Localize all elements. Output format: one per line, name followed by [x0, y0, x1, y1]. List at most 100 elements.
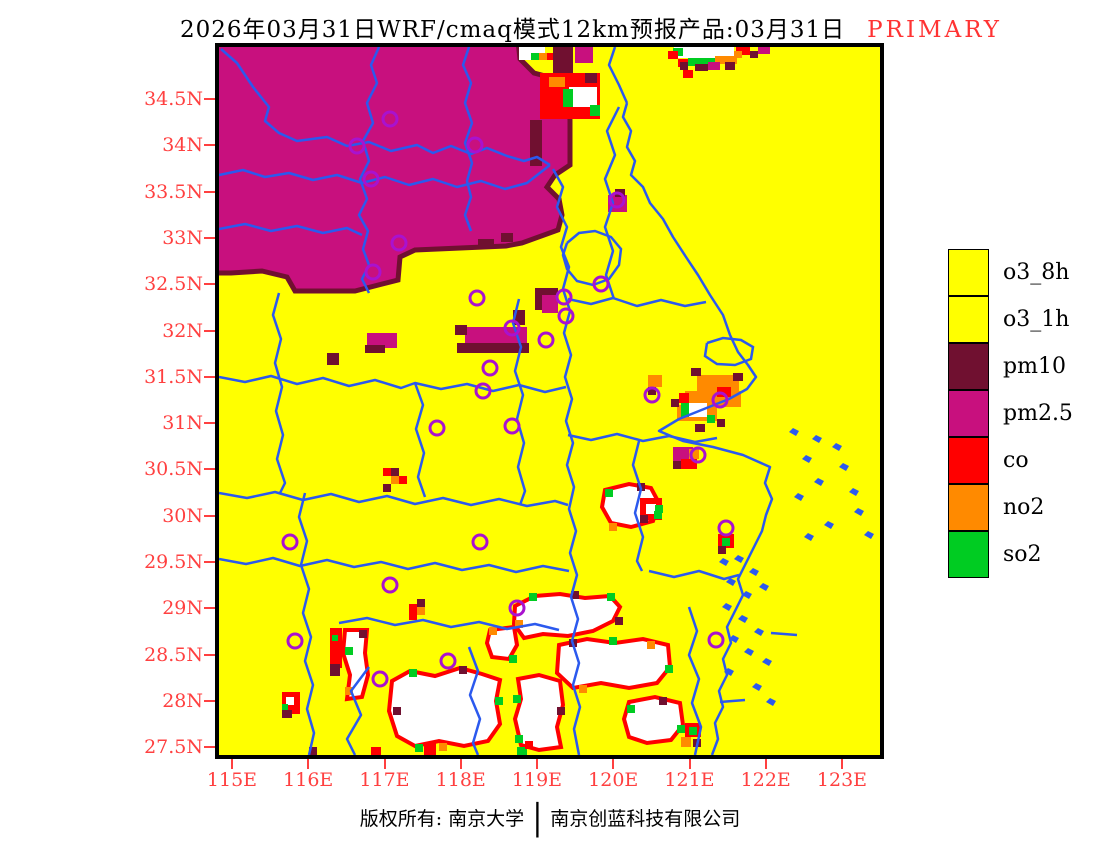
grid-cell-green — [515, 735, 523, 743]
grid-cell-magenta — [708, 62, 720, 70]
lon-tick-mark — [841, 759, 843, 769]
admin-boundary-line — [603, 106, 621, 300]
lat-tick-label: 28N — [162, 689, 203, 712]
city-marker-ring — [390, 234, 408, 252]
island-mark — [738, 615, 748, 623]
legend-item-o3_8h: o3_8h — [948, 248, 1073, 296]
island-mark — [726, 578, 736, 586]
grid-cell-green — [415, 744, 423, 752]
grid-cell-red — [409, 604, 417, 620]
city-marker-ring — [466, 136, 484, 154]
admin-boundary-line — [271, 292, 287, 494]
grid-cell-white — [569, 87, 597, 107]
grid-cell-orange — [734, 51, 742, 58]
grid-cell-darkred — [478, 239, 494, 249]
grid-cell-magenta — [367, 333, 397, 348]
lat-tick-label: 32N — [162, 319, 203, 342]
grid-cell-green — [590, 105, 600, 116]
grid-cell-green — [563, 89, 573, 107]
island-mark — [734, 555, 744, 563]
grid-cell-darkred — [671, 399, 679, 407]
lat-tick-mark — [204, 468, 215, 471]
lat-tick-label: 28.5N — [144, 643, 203, 666]
legend-swatch-so2 — [948, 530, 989, 578]
lat-tick-label: 31N — [162, 412, 203, 435]
city-marker-ring — [481, 359, 499, 377]
city-marker-ring — [508, 599, 526, 617]
city-marker-ring — [503, 417, 521, 435]
island-mark — [854, 508, 864, 516]
lon-tick-label: 121E — [664, 769, 715, 791]
grid-cell-green — [722, 538, 730, 546]
island-mark — [849, 488, 859, 496]
legend-swatch-pm10 — [948, 342, 989, 390]
city-marker-ring — [439, 652, 457, 670]
copyright-footer: 版权所有: 南京大学 │ 南京创蓝科技有限公司 — [0, 803, 1100, 838]
admin-boundary-line — [219, 490, 569, 508]
city-marker-ring — [471, 533, 489, 551]
lake-outline — [561, 229, 623, 287]
legend-swatch-co — [948, 436, 989, 484]
legend-item-o3_1h: o3_1h — [948, 295, 1073, 343]
lon-tick-label: 119E — [511, 769, 563, 791]
legend-label: o3_1h — [1003, 307, 1070, 332]
lon-tick-label: 120E — [588, 769, 639, 791]
lat-tick-mark — [204, 236, 215, 239]
lat-tick-mark — [204, 190, 215, 193]
grid-cell-darkred — [455, 325, 467, 335]
island-mark — [752, 683, 762, 691]
lat-tick-mark — [204, 329, 215, 332]
lat-tick-mark — [204, 144, 215, 147]
grid-cell-darkred — [459, 666, 467, 674]
grid-cell-red — [668, 51, 678, 59]
island-mark — [804, 533, 814, 541]
lat-tick-label: 29N — [162, 597, 203, 620]
lat-tick-mark — [204, 699, 215, 702]
city-marker-ring — [643, 386, 661, 404]
admin-boundary-line — [219, 222, 363, 237]
city-marker-ring — [381, 576, 399, 594]
grid-cell-darkred — [680, 62, 688, 70]
lat-tick-label: 34.5N — [144, 88, 203, 110]
city-marker-ring — [348, 137, 366, 155]
city-marker-ring — [537, 331, 555, 349]
admin-boundary-line — [621, 102, 774, 755]
grid-cell-red — [717, 387, 731, 397]
island-mark — [722, 603, 732, 611]
grid-cell-green — [282, 704, 288, 710]
legend-item-no2: no2 — [948, 483, 1073, 531]
grid-cell-red — [399, 476, 407, 484]
lat-tick-mark — [204, 561, 215, 563]
grid-cell-magenta — [575, 47, 593, 63]
grid-cell-green — [609, 637, 617, 645]
lat-tick-mark — [204, 422, 215, 425]
copyright-separator: │ — [528, 803, 547, 838]
city-marker-ring — [381, 110, 399, 128]
grid-cell-darkred — [733, 373, 743, 381]
lake-outline — [703, 336, 755, 367]
lat-tick-label: 29.5N — [144, 551, 203, 573]
grid-cell-orange — [715, 56, 737, 64]
grid-cell-red — [736, 47, 750, 55]
island-mark — [832, 443, 842, 451]
grid-cell-darkred — [309, 747, 317, 755]
grid-cell-darkred — [691, 368, 701, 376]
island-mark — [789, 428, 799, 436]
grid-cell-darkred — [557, 707, 565, 715]
city-marker-ring — [707, 631, 725, 649]
clean-area-patch — [621, 694, 686, 746]
lon-tick-label: 116E — [283, 769, 334, 791]
lat-tick-label: 31.5N — [144, 365, 203, 388]
lon-tick-mark — [764, 759, 767, 769]
legend-swatch-no2 — [948, 483, 989, 531]
lat-tick-label: 27.5N — [144, 736, 203, 759]
island-mark — [839, 463, 849, 471]
grid-cell-orange — [579, 685, 587, 693]
grid-cell-orange — [647, 641, 655, 649]
grid-cell-darkred — [365, 345, 385, 353]
grid-cell-white — [674, 47, 734, 58]
grid-cell-green — [677, 725, 685, 733]
legend-item-co: co — [948, 436, 1073, 484]
lon-tick-label: 122E — [740, 769, 791, 791]
lon-tick-mark — [383, 759, 386, 769]
